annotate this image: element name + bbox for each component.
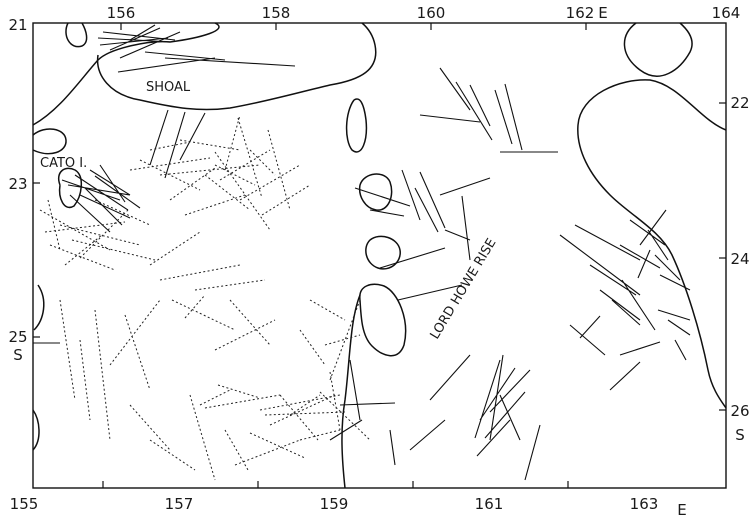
top-tick-label: 164 (712, 4, 741, 22)
top-axis-unit: E (598, 4, 607, 22)
top-axis: 156 158 160 162 E 164 (107, 4, 741, 22)
depth-contours (32, 22, 727, 489)
dotted-tracks (39, 114, 371, 481)
top-tick-label: 160 (417, 4, 446, 22)
left-axis: 21 23 25 S (8, 16, 27, 364)
bottom-axis-unit: E (677, 501, 686, 519)
top-tick-label: 158 (262, 4, 291, 22)
right-axis: 22 24 26 S (730, 94, 749, 444)
place-labels: SHOAL CATO I. LORD HOWE RISE (40, 80, 500, 342)
place-label-cato-island: CATO I. (40, 156, 87, 171)
bottom-tick-label: 155 (10, 495, 39, 513)
left-axis-unit: S (13, 346, 23, 364)
left-tick-label: 21 (8, 16, 27, 34)
left-tick-label: 23 (8, 175, 27, 193)
top-tick-label: 156 (107, 4, 136, 22)
bottom-tick-label: 159 (320, 495, 349, 513)
right-tick-label: 26 (730, 402, 749, 420)
map-frame (32, 22, 727, 489)
right-tick-label: 22 (730, 94, 749, 112)
bottom-tick-label: 157 (165, 495, 194, 513)
right-tick-label: 24 (730, 250, 749, 268)
place-label-shoal: SHOAL (146, 80, 191, 95)
place-label-lord-howe-rise: LORD HOWE RISE (428, 236, 500, 342)
right-axis-unit: S (735, 426, 745, 444)
bottom-tick-label: 161 (475, 495, 504, 513)
solid-tracks (33, 24, 691, 481)
top-tick-label: 162 (566, 4, 595, 22)
left-tick-label: 25 (8, 328, 27, 346)
frame-ticks (33, 23, 726, 488)
bottom-tick-label: 163 (630, 495, 659, 513)
bottom-axis: 155 157 159 161 163 E (10, 495, 687, 519)
